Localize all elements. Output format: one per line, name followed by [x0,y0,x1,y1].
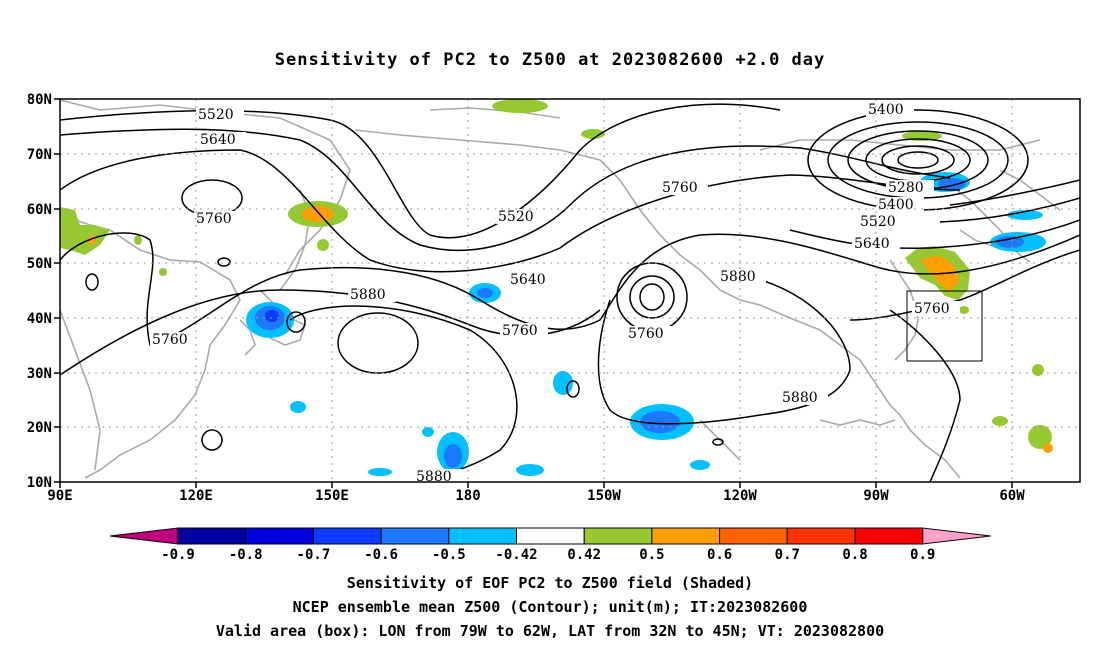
contour-label: 5640 [854,236,890,252]
colorbar-label: -0.9 [161,547,195,563]
colorbar-label: 0.42 [567,547,601,563]
colorbar-box [177,527,247,545]
sensitivity-shading [60,99,1053,476]
contour-label: 5880 [350,287,386,303]
contour-label: 5760 [196,211,232,227]
caption-valid-area: Valid area (box): LON from 79W to 62W, L… [215,622,885,640]
contour-label: 5760 [628,326,664,342]
colorbar-max-arrow [922,527,991,545]
contour-label: 5880 [416,469,452,485]
contour-label: 5400 [868,102,904,118]
lat-label: 50N [27,256,52,272]
contour-label: 5760 [152,332,188,348]
sensitivity-map: 5520 5640 5760 5400 5280 5400 5520 5640 … [27,92,1081,504]
colorbar-box [312,527,382,545]
colorbar-boxes [109,527,991,545]
lat-label: 20N [27,420,52,436]
contour-label: 5520 [860,214,896,230]
colorbar-labels: -0.9 -0.8 -0.7 -0.6 -0.5 -0.42 0.42 0.5 0.6 0.7 0.… [161,547,935,563]
colorbar-label: -0.42 [495,547,537,563]
caption-shading: Sensitivity of EOF PC2 to Z500 field (Sh… [346,574,754,592]
colorbar-box [583,527,653,545]
caption-contour: NCEP ensemble mean Z500 (Contour); unit(… [292,598,808,616]
grid-lines [60,99,1080,482]
axis-ticks [54,98,1013,488]
colorbar-box [245,527,314,545]
lat-label: 70N [27,147,52,163]
valid-area-box [906,290,983,362]
lat-label: 80N [27,92,52,108]
lon-label: 180 [455,488,480,504]
colorbar-box [448,527,517,545]
colorbar-label: -0.6 [364,547,398,563]
colorbar-label: 0.9 [910,547,935,563]
lon-label: 90W [863,488,889,504]
colorbar-label: 0.8 [842,547,867,563]
colorbar-box [719,527,788,545]
colorbar-label: 0.7 [775,547,800,563]
plot-frame [59,98,1081,483]
lat-label: 60N [27,202,52,218]
contour-label: 5880 [720,269,756,285]
contour-label: 5880 [782,390,818,406]
lon-label: 150W [587,488,621,504]
latitude-labels: 80N 70N 60N 50N 40N 30N 20N 10N [27,92,52,491]
contour-labels: 5520 5640 5760 5400 5280 5400 5520 5640 … [150,102,960,485]
lat-label: 10N [27,475,52,491]
colorbar-box [786,527,856,545]
colorbar-label: 0.6 [707,547,732,563]
colorbar-box [380,527,450,545]
lon-label: 120W [723,488,757,504]
chart-title: Sensitivity of PC2 to Z500 at 2023082600… [274,50,826,70]
contour-label: 5640 [510,272,546,288]
lat-label: 30N [27,366,52,382]
lon-label: 60W [999,488,1025,504]
colorbar-label: -0.8 [229,547,263,563]
colorbar-label: -0.5 [432,547,466,563]
contour-label: 5280 [888,180,924,196]
contour-label: 5760 [502,323,538,339]
lon-label: 90E [47,488,72,504]
colorbar-min-arrow [109,527,179,545]
lat-label: 40N [27,311,52,327]
lon-label: 120E [179,488,213,504]
contour-label: 5520 [198,107,234,123]
longitude-labels: 90E 120E 150E 180 150W 120W 90W 60W [47,488,1025,504]
contour-label: 5640 [200,132,236,148]
contour-label: 5520 [498,209,534,225]
contour-label: 5760 [662,180,698,196]
colorbar-label: 0.5 [639,547,664,563]
colorbar-box [516,527,585,545]
colorbar: -0.9 -0.8 -0.7 -0.6 -0.5 -0.42 0.42 0.5 0.6 0.7 0.… [109,527,991,563]
colorbar-label: -0.7 [297,547,331,563]
colorbar-box [854,527,924,545]
contour-label: 5760 [914,301,950,317]
colorbar-box [651,527,721,545]
lon-label: 150E [315,488,349,504]
